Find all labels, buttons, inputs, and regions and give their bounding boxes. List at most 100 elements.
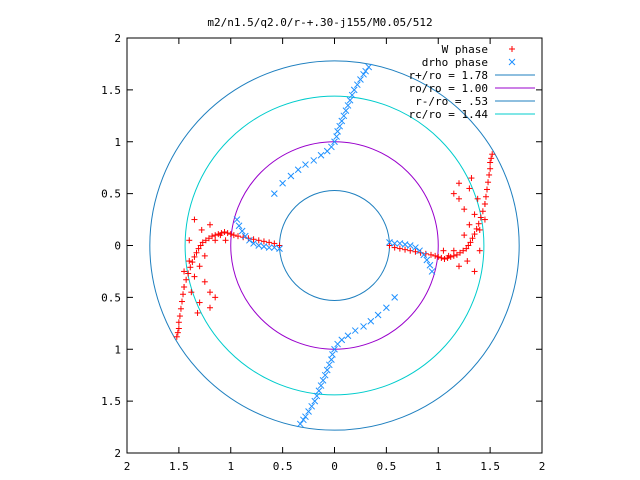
w-phase-point (181, 268, 188, 275)
w-phase-point (461, 206, 468, 213)
drho-phase-point (331, 345, 338, 353)
w-phase-point (250, 236, 257, 243)
x-tick-label: 0.5 (376, 460, 396, 473)
y-tick-label: 1 (114, 136, 121, 149)
w-phase-point (402, 246, 409, 253)
data-points (173, 63, 496, 428)
w-phase-point (466, 221, 473, 228)
w-phase-point (479, 208, 486, 215)
w-phase-point (456, 180, 462, 187)
w-phase-point (489, 151, 496, 158)
x-tick-label: 1 (227, 460, 234, 473)
w-phase-point (212, 237, 219, 244)
w-phase-point (441, 255, 448, 262)
drho-phase-point (276, 245, 283, 252)
x-axis: 2 1.5 1 0.5 0 0.5 1 1.5 2 (124, 38, 545, 473)
legend-label: r+/ro = 1.78 (409, 69, 488, 82)
drho-phase-point (428, 268, 436, 275)
drho-phase-point (313, 392, 321, 400)
w-phase-point (467, 239, 474, 246)
w-phase-point (175, 325, 182, 332)
w-phase-point (453, 251, 460, 258)
y-tick-label: 2 (114, 447, 121, 460)
drho-phase-point (328, 356, 335, 363)
w-phase-point (186, 237, 193, 244)
drho-phase-point (362, 67, 369, 75)
w-phase-point (464, 258, 471, 265)
x-tick-label: 1 (435, 460, 442, 473)
drho-phase-point (328, 143, 335, 151)
y-tick-label: 0.5 (101, 291, 121, 304)
y-tick-label: 1.5 (101, 395, 121, 408)
w-phase-point (475, 220, 482, 227)
w-phase-point (235, 233, 242, 240)
drho-phase-point (317, 151, 325, 159)
w-phase-point (422, 250, 429, 257)
drho-phase-point (270, 244, 278, 251)
drho-phase-point (250, 240, 257, 247)
w-phase-point (485, 179, 492, 186)
w-phase-point (212, 232, 219, 239)
y-tick-label: 0.5 (101, 188, 121, 201)
drho-phase-point (336, 122, 344, 130)
y-tick-label: 0 (114, 240, 121, 253)
drho-phase-point (296, 420, 304, 428)
w-phase-point (183, 276, 190, 283)
circle-roro (230, 141, 439, 350)
w-phase-point (471, 211, 478, 218)
w-phase-point (471, 231, 478, 238)
w-phase-point (468, 175, 475, 182)
drho-phase-point (334, 340, 341, 348)
w-phase-point (391, 244, 398, 251)
w-phase-point (177, 305, 184, 312)
w-phase-point (484, 186, 491, 193)
drho-phase-point (423, 256, 431, 264)
drho-phase-point (360, 70, 367, 78)
w-phase-point (230, 232, 237, 239)
w-phase-point (438, 254, 445, 261)
w-phase-point (195, 245, 202, 252)
drho-phase-point (374, 311, 382, 319)
w-phase-point (191, 273, 198, 280)
w-phase-point (469, 235, 476, 242)
drho-phase-point (323, 366, 331, 374)
w-phase-point (386, 242, 393, 249)
drho-phase-point (340, 112, 348, 120)
w-phase-point (187, 264, 194, 271)
drho-phase-point (367, 317, 375, 325)
drho-phase-point (302, 161, 309, 168)
w-phase-point (481, 201, 488, 207)
w-phase-point (407, 247, 414, 254)
w-phase-point (461, 232, 468, 239)
x-tick-label: 2 (124, 460, 131, 473)
w-phase-point (487, 165, 494, 172)
w-phase-point (175, 319, 182, 326)
w-phase-point (396, 245, 403, 252)
drho-phase-point (308, 402, 316, 410)
x-tick-label: 0.5 (273, 460, 293, 473)
w-phase-point (450, 252, 457, 259)
w-phase-point (174, 329, 181, 336)
legend-cross-icon (508, 58, 516, 66)
w-phase-point (463, 245, 470, 252)
w-phase-point (201, 278, 208, 285)
drho-phase-point (391, 240, 399, 247)
drho-phase-point (287, 172, 295, 180)
w-phase-point (201, 252, 208, 259)
drho-phase-point (238, 227, 246, 235)
w-phase-point (196, 263, 203, 270)
drho-phase-point (412, 244, 419, 251)
drho-phase-point (342, 107, 350, 114)
w-phase-point (173, 333, 180, 340)
drho-phase-point (357, 76, 364, 83)
drho-phase-point (325, 361, 333, 369)
w-phase-point (412, 248, 419, 255)
w-phase-point (198, 226, 205, 233)
w-phase-point (245, 235, 252, 242)
w-phase-point (207, 304, 213, 311)
drho-phase-point (321, 371, 329, 379)
w-phase-point (450, 247, 457, 254)
drho-phase-point (235, 222, 243, 230)
w-phase-point (224, 230, 231, 237)
w-phase-point (440, 247, 447, 254)
